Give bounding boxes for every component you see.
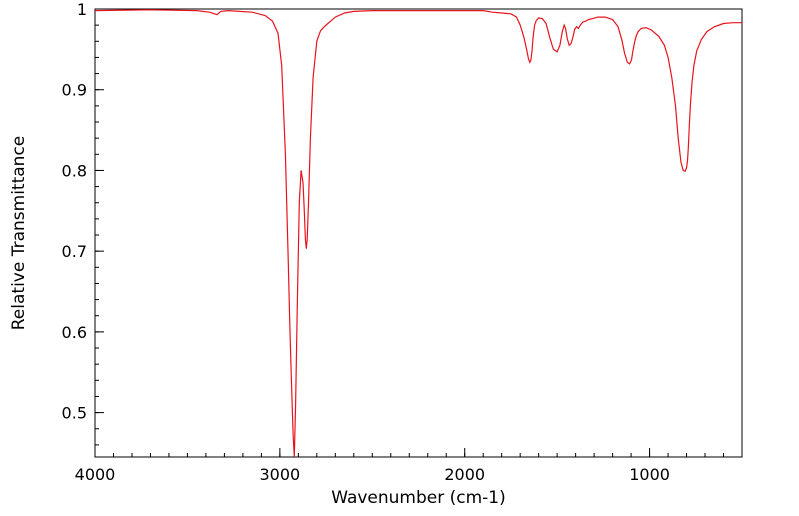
minor-ticks bbox=[94, 8, 743, 457]
y-tick-label: 0.9 bbox=[62, 81, 87, 100]
y-tick-label: 1 bbox=[77, 0, 87, 19]
x-tick-label: 2000 bbox=[444, 465, 485, 484]
spectrum-line bbox=[94, 9, 742, 458]
y-tick-label: 0.6 bbox=[62, 323, 87, 342]
x-tick-label: 3000 bbox=[259, 465, 300, 484]
plot-frame bbox=[94, 8, 743, 458]
y-tick-label: 0.5 bbox=[62, 404, 87, 423]
tick-labels: 4000 3000 2000 1000 0.5 0.6 0.7 0.8 0.9 1 bbox=[62, 0, 670, 484]
major-ticks bbox=[94, 8, 651, 457]
x-tick-label: 4000 bbox=[75, 465, 116, 484]
y-tick-label: 0.7 bbox=[62, 242, 87, 261]
x-tick-label: 1000 bbox=[629, 465, 670, 484]
x-axis-title: Wavenumber (cm-1) bbox=[331, 488, 506, 508]
y-axis-title: Relative Transmittance bbox=[9, 136, 29, 331]
y-tick-label: 0.8 bbox=[62, 161, 87, 180]
